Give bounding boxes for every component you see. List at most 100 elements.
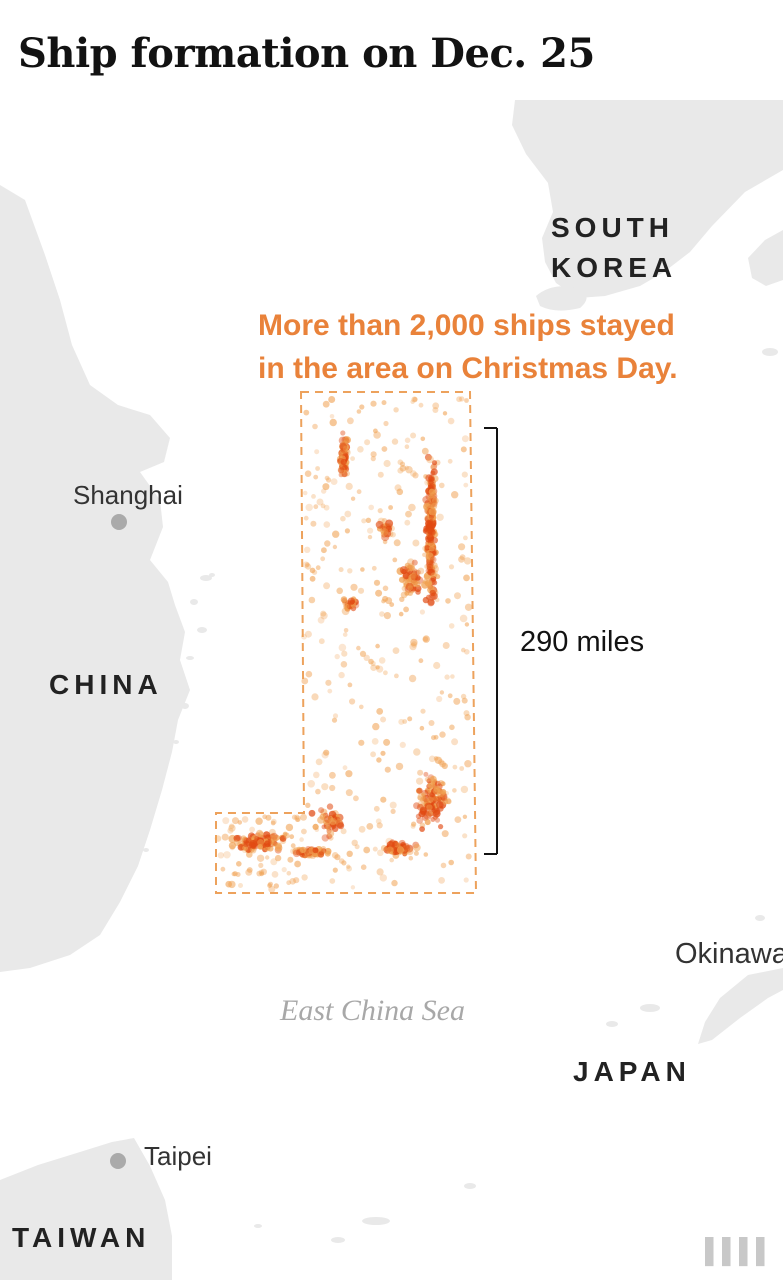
ship-dot bbox=[304, 562, 310, 567]
ship-dot-dense bbox=[257, 831, 265, 838]
ship-dot-dense bbox=[428, 507, 437, 516]
ship-dot-dense bbox=[404, 590, 410, 596]
ship-dot-dense bbox=[270, 840, 277, 848]
ship-dot-dense bbox=[340, 458, 347, 466]
ship-dot-dense bbox=[342, 445, 349, 452]
ship-dot-dense bbox=[413, 802, 420, 810]
ship-dot bbox=[309, 567, 316, 574]
ship-dot bbox=[267, 883, 272, 888]
ship-dot-dense bbox=[430, 572, 437, 578]
ship-dot-dense bbox=[423, 812, 432, 820]
ship-dot bbox=[323, 521, 331, 528]
ship-dot-dense bbox=[375, 520, 384, 529]
ship-dot-dense bbox=[439, 792, 448, 801]
ship-dot bbox=[356, 489, 362, 495]
ship-dot bbox=[302, 490, 308, 496]
ship-dot bbox=[433, 661, 441, 670]
ship-dot bbox=[289, 878, 297, 885]
ship-dot-dense bbox=[407, 585, 413, 591]
ship-dot bbox=[249, 826, 256, 833]
label-taipei: Taipei bbox=[144, 1141, 212, 1171]
ship-dot bbox=[422, 635, 430, 643]
ship-dot-dense bbox=[242, 845, 249, 851]
ship-dot bbox=[376, 868, 384, 876]
ship-dot bbox=[448, 564, 455, 570]
ship-dot-dense bbox=[430, 468, 438, 476]
ship-dot bbox=[371, 565, 377, 571]
ship-dot bbox=[448, 859, 455, 866]
ship-dot bbox=[393, 539, 401, 547]
ship-dot bbox=[320, 503, 326, 509]
ship-dot bbox=[464, 622, 470, 627]
ship-dot bbox=[420, 436, 426, 442]
ship-dot bbox=[381, 446, 388, 452]
ship-dot bbox=[389, 801, 397, 809]
ship-dot bbox=[432, 402, 440, 410]
ship-dot bbox=[440, 862, 447, 869]
ship-dot bbox=[340, 828, 347, 835]
ship-dot bbox=[460, 446, 467, 453]
ship-dot bbox=[329, 418, 337, 427]
ship-dot bbox=[232, 871, 238, 877]
ship-dot bbox=[422, 552, 427, 557]
ship-dot-dense bbox=[426, 812, 432, 818]
ship-dot-dense bbox=[419, 826, 425, 832]
ship-dot bbox=[383, 459, 391, 468]
ship-dot bbox=[408, 503, 416, 512]
ship-dot-dense bbox=[424, 789, 430, 795]
ship-dot bbox=[330, 478, 338, 485]
ship-dot bbox=[301, 874, 308, 881]
ship-dot bbox=[390, 808, 396, 815]
ship-dot bbox=[329, 878, 336, 884]
ship-dot bbox=[459, 766, 465, 771]
ship-dot-dense bbox=[419, 806, 427, 814]
ship-dot-dense bbox=[407, 590, 414, 597]
ship-dot bbox=[463, 557, 472, 565]
ship-dot bbox=[345, 482, 353, 490]
ship-dot-dense bbox=[325, 824, 331, 831]
ship-dot-dense bbox=[424, 819, 431, 826]
ship-dot bbox=[405, 466, 413, 474]
ship-dot bbox=[453, 697, 461, 705]
ship-dot-dense bbox=[283, 832, 290, 839]
china-landmass bbox=[0, 185, 190, 972]
ship-dot bbox=[214, 835, 222, 842]
ship-dot bbox=[382, 585, 389, 592]
ship-dot-dense bbox=[257, 839, 264, 846]
ship-dot bbox=[461, 435, 469, 443]
ship-dot bbox=[313, 474, 319, 480]
ship-dot-dense bbox=[407, 563, 415, 572]
taiwan-landmass bbox=[0, 1138, 172, 1280]
ship-dot bbox=[232, 817, 239, 825]
ship-dot bbox=[459, 554, 466, 561]
scale-bracket bbox=[484, 427, 498, 855]
ship-dot bbox=[268, 885, 276, 893]
ship-dot-dense bbox=[427, 534, 434, 542]
ship-dot bbox=[384, 766, 391, 773]
ship-dot-dense bbox=[386, 846, 394, 855]
ship-dot bbox=[340, 515, 346, 522]
ship-dot bbox=[376, 822, 383, 829]
ship-dot bbox=[316, 498, 324, 506]
ship-dot bbox=[265, 855, 270, 860]
ship-dot bbox=[392, 647, 400, 654]
ship-dot bbox=[334, 854, 341, 861]
ship-dot bbox=[364, 439, 371, 446]
ship-dot bbox=[439, 731, 446, 738]
ship-dot bbox=[336, 587, 344, 595]
ship-dot bbox=[410, 641, 418, 648]
ship-dot bbox=[464, 760, 472, 768]
ship-dot bbox=[315, 466, 320, 471]
ship-dot-dense bbox=[404, 845, 411, 852]
ship-dot-dense bbox=[428, 568, 436, 576]
ship-dot bbox=[286, 871, 292, 876]
ship-dot-dense bbox=[429, 556, 437, 563]
ship-dot bbox=[303, 409, 310, 416]
ship-dot bbox=[347, 417, 354, 425]
ship-dot bbox=[452, 788, 457, 793]
ship-dot bbox=[417, 769, 424, 776]
ship-dot bbox=[313, 504, 319, 510]
ship-dot bbox=[464, 398, 469, 403]
ship-dot bbox=[350, 456, 355, 461]
ship-dot bbox=[390, 531, 396, 538]
